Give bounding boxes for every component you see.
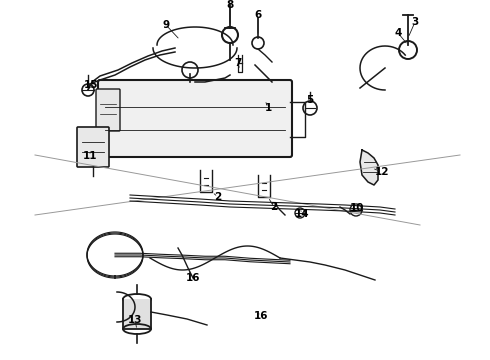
Text: 5: 5	[306, 95, 314, 105]
Polygon shape	[360, 150, 378, 185]
Text: 13: 13	[128, 315, 142, 325]
Text: 12: 12	[375, 167, 389, 177]
FancyBboxPatch shape	[77, 127, 109, 167]
Text: 10: 10	[350, 203, 364, 213]
Text: 16: 16	[254, 311, 268, 321]
FancyBboxPatch shape	[98, 80, 292, 157]
Text: 16: 16	[186, 273, 200, 283]
Text: 4: 4	[394, 28, 402, 38]
Text: 7: 7	[234, 58, 242, 68]
Text: 9: 9	[163, 20, 170, 30]
Text: 14: 14	[294, 209, 309, 219]
Bar	[123, 299, 151, 329]
FancyBboxPatch shape	[96, 89, 120, 131]
Text: 1: 1	[265, 103, 271, 113]
Text: 6: 6	[254, 10, 262, 20]
Text: 2: 2	[215, 192, 221, 202]
Text: 3: 3	[412, 17, 418, 27]
Text: 2: 2	[270, 202, 278, 212]
Text: 11: 11	[83, 151, 97, 161]
Text: 15: 15	[84, 80, 98, 90]
Text: 8: 8	[226, 0, 234, 10]
